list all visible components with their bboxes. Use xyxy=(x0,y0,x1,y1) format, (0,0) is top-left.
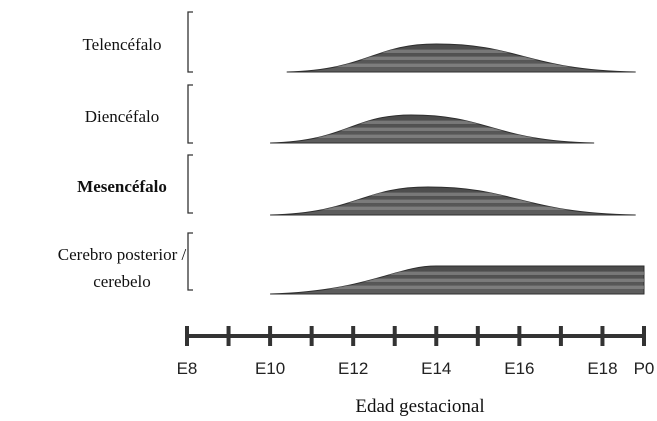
row-label: cerebelo xyxy=(93,272,151,291)
x-tick-label: E10 xyxy=(255,359,285,378)
series-stripes xyxy=(270,192,636,210)
row-label: Mesencéfalo xyxy=(77,177,167,196)
x-tick-label: E14 xyxy=(421,359,451,378)
row-label: Diencéfalo xyxy=(85,107,160,126)
x-axis-title: Edad gestacional xyxy=(355,396,484,417)
series-row: Diencéfalo xyxy=(85,84,595,144)
series-stripes xyxy=(286,49,636,67)
row-bracket xyxy=(187,11,193,73)
x-tick-label: E18 xyxy=(587,359,617,378)
row-bracket xyxy=(187,154,193,214)
x-tick-label: E12 xyxy=(338,359,368,378)
series-rows: Telencéfalo Diencéfalo Mesencéfalo Cerebro … xyxy=(58,11,645,295)
series-stripes xyxy=(270,271,644,289)
x-tick-label: E8 xyxy=(177,359,198,378)
x-axis: E8 E10 E12 E14 E16 E18 P0 xyxy=(177,326,655,378)
series-stripes xyxy=(270,120,595,138)
series-row: Cerebro posterior / cerebelo xyxy=(58,232,645,295)
row-label: Telencéfalo xyxy=(82,35,161,54)
row-bracket xyxy=(187,84,193,144)
series-row: Telencéfalo xyxy=(82,11,636,73)
series-row: Mesencéfalo xyxy=(77,154,636,216)
row-bracket xyxy=(187,232,193,291)
x-tick-label: P0 xyxy=(634,359,655,378)
x-tick-label: E16 xyxy=(504,359,534,378)
row-label: Cerebro posterior / xyxy=(58,245,187,264)
